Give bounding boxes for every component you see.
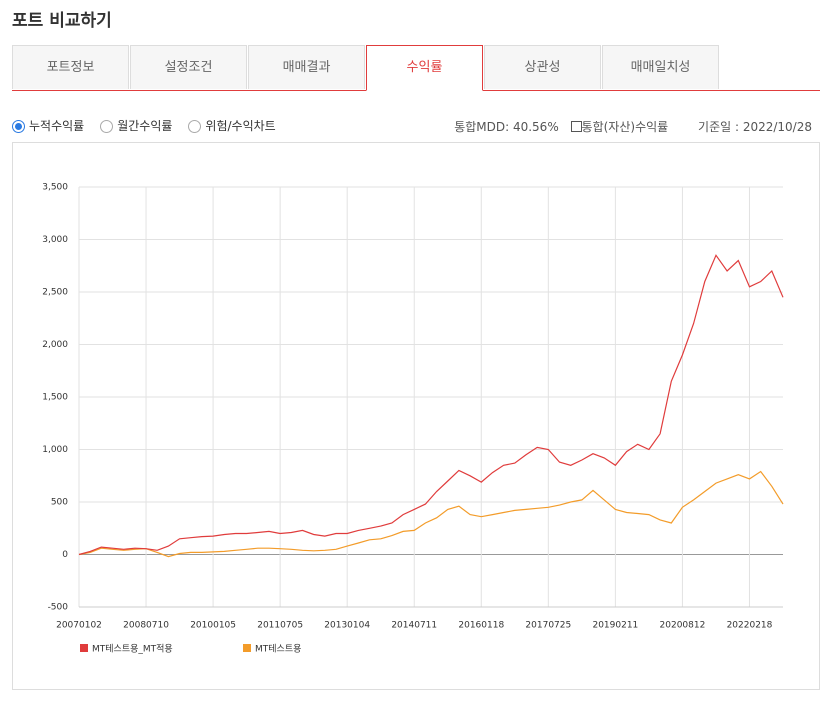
- x-tick-label: 20170725: [525, 621, 571, 631]
- checkbox[interactable]: [570, 121, 582, 132]
- page-title: 포트 비교하기: [12, 11, 112, 31]
- radio-option[interactable]: 누적수익률: [12, 117, 84, 134]
- x-tick-label: 20220218: [727, 621, 773, 631]
- base-date: 기준일 : 2022/10/28: [698, 120, 812, 134]
- x-tick-label: 20100105: [190, 621, 236, 631]
- radio[interactable]: [100, 120, 114, 133]
- legend-swatch: [80, 644, 88, 652]
- radio-option[interactable]: 위험/수익차트: [188, 117, 276, 134]
- chart-options: 누적수익률 월간수익률 위험/수익차트: [12, 117, 292, 134]
- y-tick-label: 3,500: [42, 183, 68, 193]
- radio-label[interactable]: 월간수익률: [117, 119, 173, 133]
- tab[interactable]: 상관성: [484, 45, 601, 89]
- legend-label: MT테스트용_MT적용: [92, 643, 173, 655]
- y-tick-label: 1,500: [42, 393, 68, 403]
- y-tick-label: 1,000: [42, 445, 68, 455]
- y-tick-label: -500: [48, 603, 69, 613]
- legend-label: MT테스트용: [255, 644, 301, 655]
- tab[interactable]: 설정조건: [130, 45, 247, 89]
- tab[interactable]: 매매일치성: [602, 45, 719, 89]
- series-line: [78, 470, 784, 558]
- radio[interactable]: [12, 120, 25, 133]
- combined-checkbox[interactable]: 통합(자산)수익률: [570, 120, 669, 134]
- checkbox-label[interactable]: 통합(자산)수익률: [581, 120, 669, 134]
- tab[interactable]: 수익률: [366, 45, 483, 91]
- tab-bar: 포트정보 설정조건 매매결과 수익률 상관성 매매일치성: [12, 45, 820, 91]
- mdd: 통합MDD: 40.56%: [454, 120, 559, 134]
- x-tick-label: 20080710: [123, 621, 169, 631]
- x-tick-label: 20070102: [56, 621, 102, 631]
- y-tick-label: 2,500: [42, 288, 68, 298]
- y-tick-label: 500: [51, 498, 68, 508]
- y-tick-label: 2,000: [42, 340, 68, 350]
- x-tick-label: 20110705: [257, 621, 303, 631]
- chart-panel: [12, 142, 820, 690]
- tab[interactable]: 매매결과: [248, 45, 365, 89]
- radio-label[interactable]: 누적수익률: [29, 119, 85, 133]
- radio[interactable]: [188, 120, 202, 133]
- x-tick-label: 20140711: [391, 621, 437, 631]
- radio-option[interactable]: 월간수익률: [100, 117, 172, 134]
- x-tick-label: 20190211: [592, 621, 638, 631]
- x-tick-label: 20200812: [660, 621, 706, 631]
- radio-label[interactable]: 위험/수익차트: [205, 119, 276, 133]
- y-tick-label: 3,000: [42, 235, 68, 245]
- y-tick-label: 0: [62, 550, 68, 560]
- summary-info: 통합MDD: 40.56% 통합(자산)수익률 기준일 : 2022/10/28: [446, 118, 812, 135]
- legend-swatch: [243, 644, 251, 652]
- tab[interactable]: 포트정보: [12, 45, 129, 89]
- series-line: [78, 254, 784, 556]
- x-tick-label: 20130104: [324, 621, 370, 631]
- x-tick-label: 20160118: [458, 621, 504, 631]
